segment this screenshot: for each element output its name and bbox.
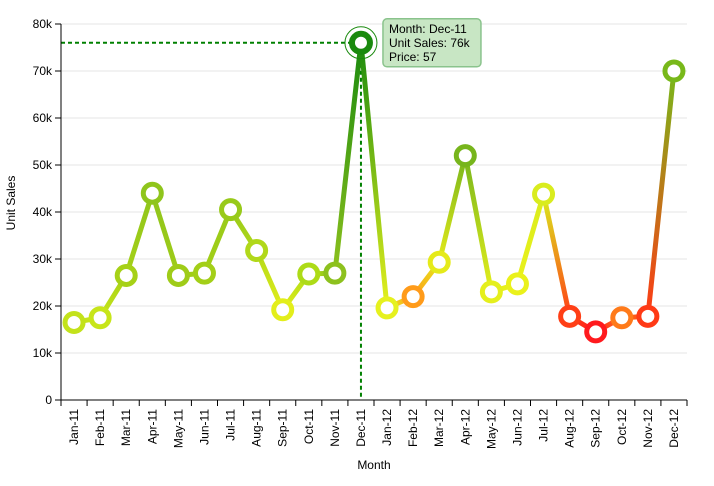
tooltip-line: Month: Dec-11 xyxy=(389,22,467,36)
x-tick-label: Jul-12 xyxy=(537,409,551,442)
line-segment xyxy=(436,153,468,265)
x-tick-label: Dec-11 xyxy=(354,409,368,447)
x-tick-label: Sep-12 xyxy=(589,409,603,448)
y-tick-label: 40k xyxy=(33,205,53,219)
y-tick-label: 10k xyxy=(33,346,53,360)
line-segment xyxy=(358,40,390,311)
y-tick-label: 50k xyxy=(33,158,53,172)
x-tick-label: Apr-12 xyxy=(458,409,472,445)
x-tick-label: Sep-11 xyxy=(276,409,290,447)
data-point[interactable] xyxy=(375,296,399,320)
data-point[interactable] xyxy=(245,239,269,263)
line-segment xyxy=(645,68,677,319)
crosshair-guides xyxy=(61,41,362,400)
data-point[interactable] xyxy=(505,272,529,296)
data-point[interactable] xyxy=(192,261,216,285)
x-tick-label: Aug-12 xyxy=(563,409,577,448)
series-lines xyxy=(71,40,677,335)
y-tick-label: 30k xyxy=(33,252,53,266)
data-point[interactable] xyxy=(219,198,243,222)
data-point[interactable] xyxy=(558,304,582,328)
data-point[interactable] xyxy=(610,306,634,330)
x-tick-label: Oct-12 xyxy=(615,409,629,445)
x-tick-label: Jun-11 xyxy=(197,409,211,445)
data-point[interactable] xyxy=(166,263,190,287)
x-tick-label: Aug-11 xyxy=(250,409,264,447)
x-tick-label: Oct-11 xyxy=(302,409,316,444)
data-point[interactable] xyxy=(453,144,477,168)
y-tick-label: 20k xyxy=(33,299,53,313)
data-point[interactable] xyxy=(662,59,686,83)
x-tick-label: Mar-12 xyxy=(432,409,446,447)
y-tick-label: 0 xyxy=(45,393,52,407)
line-segment xyxy=(541,191,573,319)
x-tick-label: Feb-12 xyxy=(406,409,420,447)
highlight-ring xyxy=(344,26,378,60)
data-point[interactable] xyxy=(271,298,295,322)
line-segment xyxy=(123,190,155,278)
y-tick-label: 60k xyxy=(33,111,53,125)
tooltip-line: Unit Sales: 76k xyxy=(389,36,471,50)
data-point[interactable] xyxy=(427,250,451,274)
data-point[interactable] xyxy=(140,181,164,205)
x-tick-label: Apr-11 xyxy=(145,409,159,444)
data-point[interactable] xyxy=(297,262,321,286)
x-tick-label: Jul-11 xyxy=(224,409,238,441)
data-point[interactable] xyxy=(532,182,556,206)
line-segment xyxy=(149,190,181,278)
x-tick-label: Dec-12 xyxy=(667,409,681,448)
data-point[interactable] xyxy=(348,30,373,55)
data-point[interactable] xyxy=(479,280,503,304)
line-segment xyxy=(462,153,494,295)
x-tick-label: Mar-11 xyxy=(119,409,133,446)
data-point[interactable] xyxy=(323,261,347,285)
data-points[interactable] xyxy=(62,26,686,344)
x-tick-label: Jun-12 xyxy=(510,409,524,446)
line-segment xyxy=(332,40,364,276)
data-point[interactable] xyxy=(62,310,86,334)
x-tick-label: May-12 xyxy=(484,409,498,449)
axes: 0 10k 20k 30k 40k 50k 60k 70k 80k Jan-11 Feb-11 Mar… xyxy=(33,17,688,449)
y-tick-label: 70k xyxy=(33,64,53,78)
data-point[interactable] xyxy=(401,285,425,309)
x-tick-label: Nov-11 xyxy=(328,409,342,447)
tooltip-box xyxy=(382,18,482,68)
x-tick-label: May-11 xyxy=(171,409,185,448)
x-tick-label: Nov-12 xyxy=(641,409,655,448)
tooltip-line: Price: 57 xyxy=(389,50,437,64)
x-tick-label: Jan-11 xyxy=(67,409,81,445)
x-tick-label: Jan-12 xyxy=(380,409,394,446)
data-point[interactable] xyxy=(88,306,112,330)
data-point[interactable] xyxy=(114,263,138,287)
data-point[interactable] xyxy=(584,320,608,344)
line-segment xyxy=(514,191,547,287)
x-axis-title: Month xyxy=(357,458,390,472)
data-point[interactable] xyxy=(636,304,660,328)
y-tick-label: 80k xyxy=(33,17,53,31)
x-tick-label: Feb-11 xyxy=(93,409,107,446)
y-axis-title: Unit Sales xyxy=(4,176,18,231)
